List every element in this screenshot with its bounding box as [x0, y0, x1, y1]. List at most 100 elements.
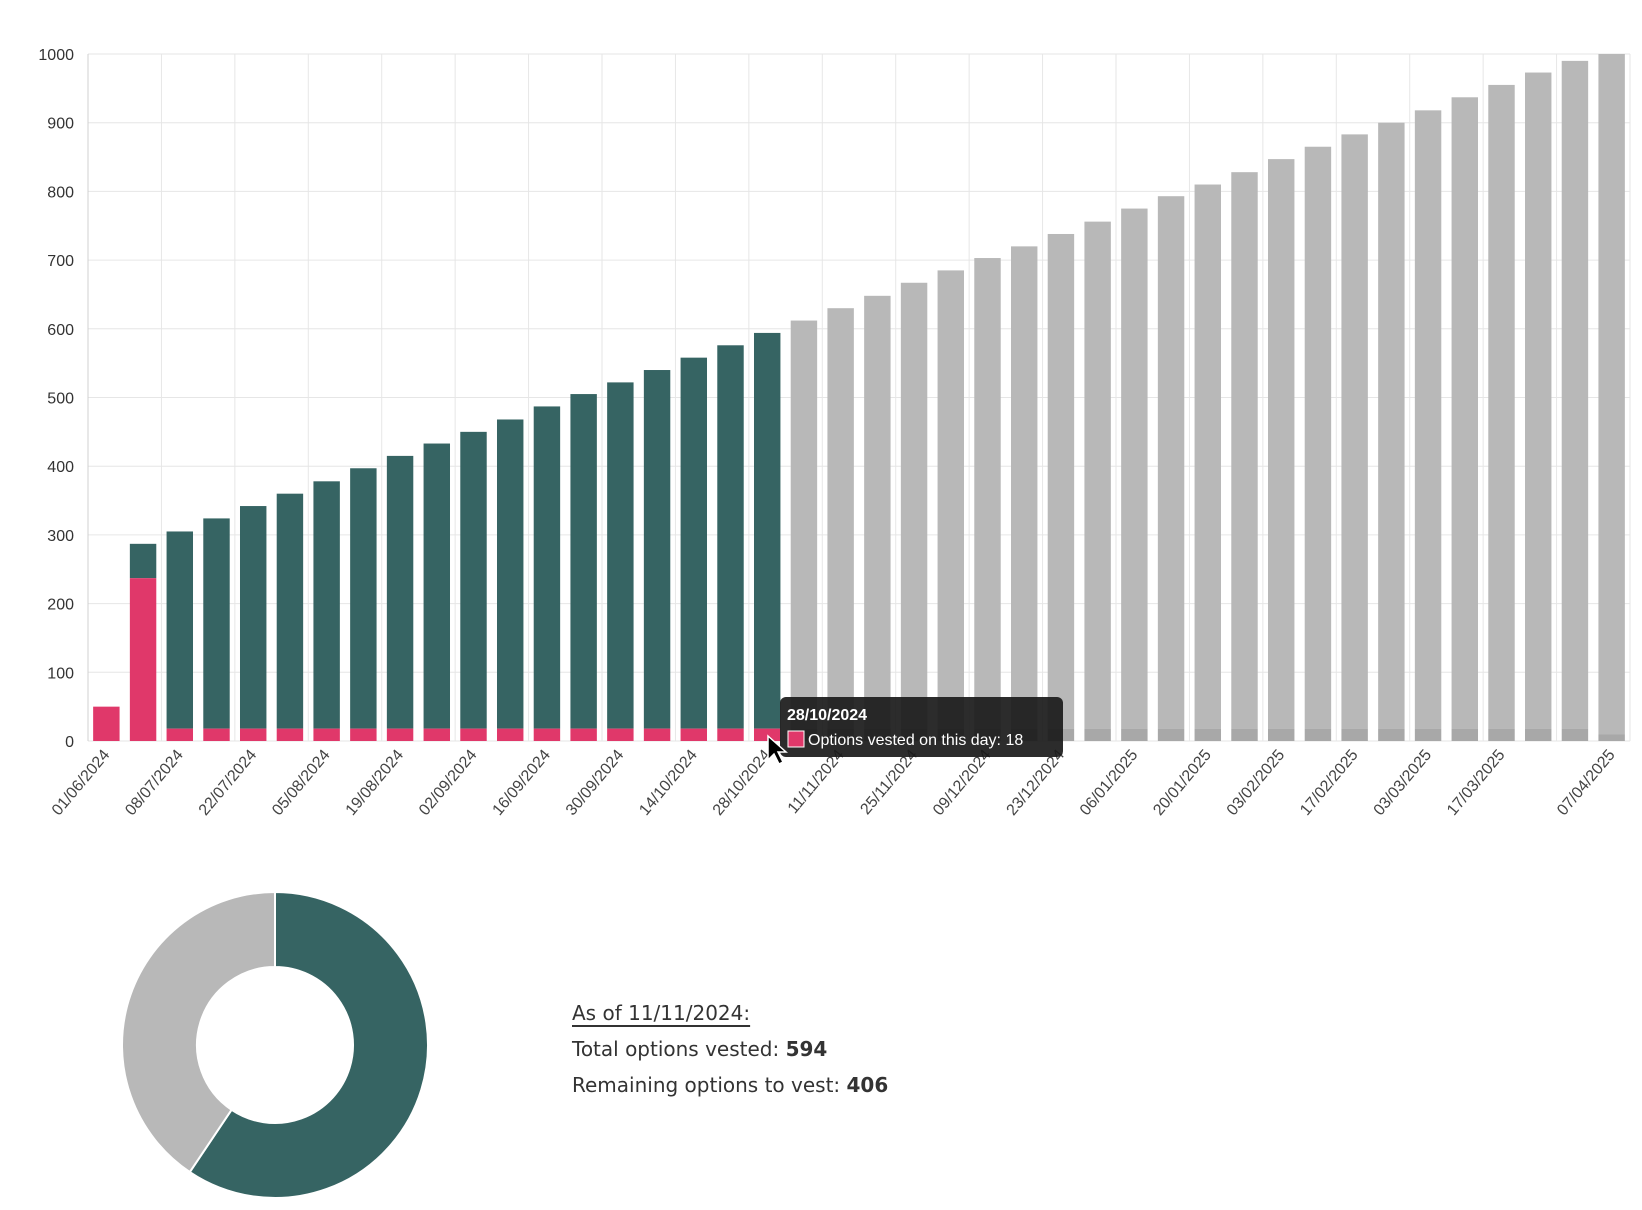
y-tick-label: 200 [47, 597, 74, 614]
cumulative-bar [1157, 196, 1185, 729]
daily-vested-bar [1267, 728, 1295, 741]
daily-vested-bar [1524, 728, 1552, 741]
daily-vested-bar [313, 728, 340, 741]
daily-vested-bar [570, 728, 597, 741]
daily-vested-bar [386, 728, 414, 741]
x-tick-label: 23/12/2024 [1003, 747, 1068, 819]
cumulative-bar [1304, 146, 1332, 729]
cumulative-bar [1047, 233, 1075, 729]
cumulative-bar [533, 406, 561, 729]
x-tick-label: 16/09/2024 [489, 747, 554, 819]
cumulative-bar [680, 357, 708, 729]
cumulative-bar [1561, 60, 1589, 729]
daily-vested-bar [1231, 728, 1258, 741]
cumulative-bar [1267, 159, 1295, 729]
donut-slice-remaining [121, 890, 276, 1174]
daily-vested-bar [1561, 728, 1589, 741]
x-tick-label: 17/02/2025 [1297, 747, 1362, 819]
daily-vested-bar [239, 728, 267, 741]
cumulative-bar [166, 531, 194, 729]
cumulative-bar [753, 332, 781, 729]
y-tick-label: 700 [47, 253, 74, 270]
x-tick-label: 08/07/2024 [122, 747, 187, 819]
y-axis-ticks: 0 100 200 300 400 500 600 700 800 900 1000 [38, 47, 74, 751]
daily-vested-bar [350, 728, 377, 741]
cumulative-bar [1414, 110, 1442, 729]
cumulative-bar [790, 320, 818, 729]
cumulative-bar [203, 518, 230, 729]
cumulative-bar [717, 345, 744, 729]
vested-label: Total options vested: [572, 1037, 786, 1061]
cumulative-bar [607, 382, 634, 729]
daily-vested-bar [423, 728, 451, 741]
cumulative-bar [1010, 246, 1038, 729]
x-axis-ticks: 01/06/2024 08/07/2024 22/07/2024 05/08/2024… [49, 747, 1619, 819]
cumulative-bar [1084, 221, 1111, 729]
y-tick-label: 900 [47, 116, 74, 133]
as-of-date-label: As of 11/11/2024: [572, 1001, 751, 1025]
chart-gridlines [87, 53, 1631, 742]
x-tick-label: 11/11/2024 [785, 747, 848, 818]
daily-vested-bar [1084, 728, 1111, 741]
tooltip-label: Options vested on this day: 18 [808, 732, 1023, 749]
cumulative-bar [129, 543, 157, 579]
x-tick-label: 07/04/2025 [1554, 747, 1619, 819]
y-tick-label: 500 [47, 391, 74, 408]
cumulative-bar [1194, 184, 1222, 729]
donut-slice-vested [188, 890, 429, 1199]
daily-vested-bar [753, 728, 781, 741]
daily-vested-bar [607, 728, 634, 741]
vesting-donut-chart [121, 890, 429, 1199]
daily-vested-bar [93, 706, 120, 741]
cumulative-bar [1451, 97, 1479, 729]
cumulative-bar [313, 481, 340, 729]
cumulative-bar [1598, 54, 1625, 735]
daily-vested-bar [533, 728, 561, 741]
y-tick-label: 400 [47, 459, 74, 476]
cumulative-bar [974, 258, 1001, 729]
daily-vested-bar [1121, 728, 1148, 741]
cumulative-bar [570, 394, 597, 729]
daily-vested-bar [1414, 728, 1442, 741]
cumulative-bar [1488, 84, 1515, 729]
x-tick-label: 06/01/2025 [1077, 747, 1142, 819]
x-tick-label: 19/08/2024 [343, 747, 408, 819]
daily-vested-bar [717, 728, 744, 741]
cumulative-bar [496, 419, 524, 729]
cumulative-bar [1341, 134, 1368, 729]
x-tick-label: 28/10/2024 [710, 747, 775, 819]
daily-vested-bar [1157, 728, 1185, 741]
chart-tooltip: 28/10/2024 Options vested on this day: 1… [780, 697, 1063, 757]
x-tick-label: 02/09/2024 [416, 747, 481, 819]
y-tick-label: 100 [47, 665, 74, 682]
daily-vested-bar [680, 728, 708, 741]
x-tick-label: 03/02/2025 [1224, 747, 1289, 819]
daily-vested-bar [203, 728, 230, 741]
cumulative-bar [1231, 172, 1258, 729]
cumulative-bar [937, 270, 965, 729]
x-tick-label: 03/03/2025 [1371, 747, 1436, 819]
summary-remaining-line: Remaining options to vest: 406 [572, 1067, 888, 1103]
mouse-cursor-icon [767, 734, 788, 766]
vesting-bar-chart: 0 100 200 300 400 500 600 700 800 900 1000 01/06/2… [38, 47, 1631, 819]
x-tick-label: 17/03/2025 [1444, 747, 1509, 819]
x-tick-label: 09/12/2024 [930, 747, 995, 819]
tooltip-date: 28/10/2024 [787, 707, 867, 724]
cumulative-bar [350, 468, 377, 729]
daily-vested-bar [129, 578, 157, 741]
daily-vested-bar [643, 728, 671, 741]
cumulative-bar [864, 295, 891, 729]
daily-vested-bar [1598, 734, 1625, 741]
daily-vested-bar [1194, 728, 1222, 741]
cumulative-bar [827, 308, 854, 729]
daily-vested-bar [1304, 728, 1332, 741]
daily-vested-bar [1341, 728, 1368, 741]
x-tick-label: 20/01/2025 [1150, 747, 1215, 819]
summary-as-of: As of 11/11/2024: [572, 995, 888, 1031]
daily-vested-bar [1451, 728, 1479, 741]
x-tick-label: 30/09/2024 [563, 747, 628, 819]
x-tick-label: 25/11/2024 [857, 747, 921, 818]
cumulative-bar [643, 370, 671, 729]
x-tick-label: 05/08/2024 [269, 747, 334, 819]
tooltip-color-swatch [787, 730, 805, 748]
